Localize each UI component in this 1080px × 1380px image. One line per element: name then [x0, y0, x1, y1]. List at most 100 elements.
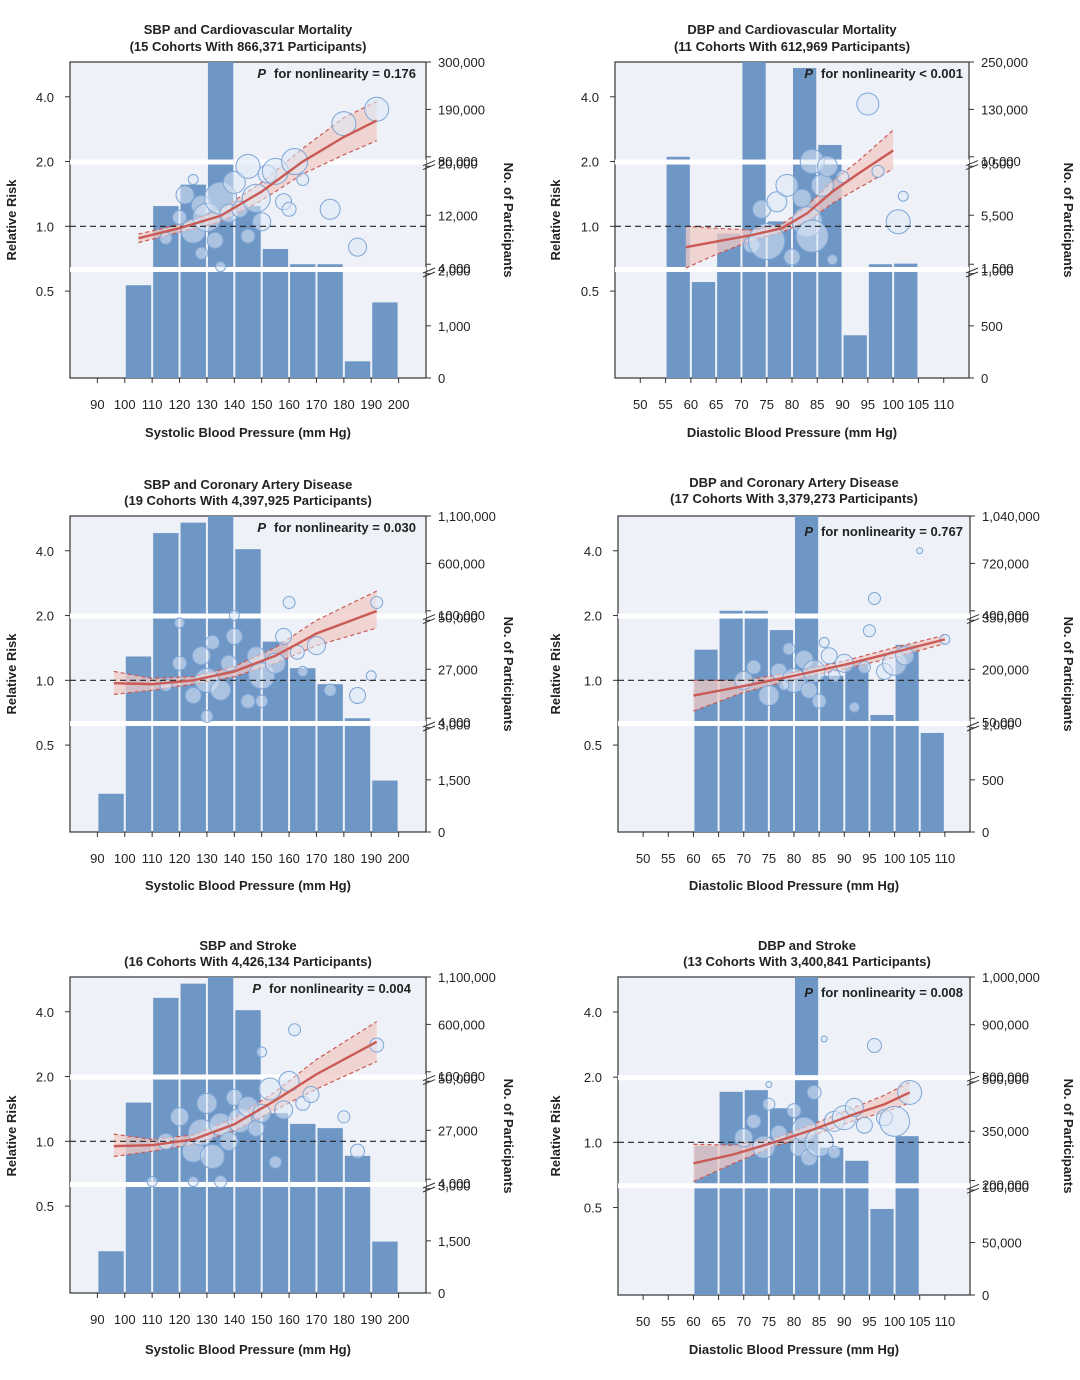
x-tick-label: 150 [251, 1312, 273, 1327]
x-tick-label: 75 [762, 851, 776, 866]
count-tick-label: 3,000 [438, 1179, 471, 1194]
panel-title: DBP and Stroke [758, 938, 856, 953]
count-tick-label: 500,000 [982, 1072, 1029, 1087]
cohort-bubble [866, 1038, 882, 1054]
axis-break-mark [422, 271, 436, 278]
x-tick-label: 200 [388, 851, 410, 866]
rr-tick-label: 0.5 [584, 1201, 602, 1216]
count-tick-label: 50,000 [982, 1236, 1022, 1251]
bar [895, 1136, 919, 1295]
rr-tick-label: 0.5 [36, 1199, 54, 1214]
axis-break-mark [965, 267, 979, 274]
bar [372, 1241, 398, 1293]
cohort-bubble [795, 219, 829, 253]
rr-tick-label: 4.0 [36, 1005, 54, 1020]
bar [372, 780, 398, 832]
x-tick-label: 90 [90, 1312, 104, 1327]
count-tick-label: 200,000 [982, 1178, 1029, 1193]
cohort-bubble [204, 634, 220, 650]
ci-upper-line [113, 1021, 378, 1141]
cohort-bubble [159, 678, 173, 692]
count-tick-label: 0 [982, 1288, 989, 1303]
relative-risk-ticks: 4.0 2.0 1.0 0.5 [36, 544, 70, 753]
relative-risk-ticks: 4.0 2.0 1.0 0.5 [581, 90, 615, 299]
cohort-bubble [228, 610, 240, 622]
bar [845, 662, 869, 832]
cohort-bubble [348, 237, 368, 257]
panel-title: DBP and Cardiovascular Mortality [687, 22, 897, 37]
x-ticks: 90 100 110 120 130 140 150 160 170 180 190 200 [90, 832, 409, 866]
x-tick-label: 160 [278, 851, 300, 866]
cohort-bubble [302, 1086, 320, 1104]
x-tick-label: 70 [736, 851, 750, 866]
cohort-bubble [349, 687, 367, 705]
risk-curve [693, 638, 946, 697]
relative-risk-ticks: 4.0 2.0 1.0 0.5 [36, 1005, 70, 1214]
count-tick-label: 4,000 [438, 261, 471, 276]
cohort-bubble [370, 595, 384, 609]
cohort-bubble [827, 669, 841, 683]
count-tick-label: 10,000 [981, 154, 1021, 169]
x-tick-label: 55 [658, 397, 672, 412]
y-axis-label-left: Relative Risk [4, 179, 19, 261]
rr-tick-label: 4.0 [36, 90, 54, 105]
bar [870, 1208, 894, 1295]
bar [868, 264, 893, 378]
count-tick-label: 600,000 [438, 1017, 485, 1032]
cohort-bubble [288, 1023, 302, 1037]
x-tick-label: 90 [837, 1314, 851, 1329]
y-axis-label-right: No. of Participants [501, 617, 516, 732]
cohort-bubble [187, 174, 199, 186]
cohort-bubble [783, 248, 801, 266]
cohort-bubble [734, 1128, 754, 1148]
cohort-bubble [256, 1046, 268, 1058]
x-tick-label: 170 [306, 851, 328, 866]
y-axis-label-left: Relative Risk [4, 1095, 19, 1177]
cohort-bubble [206, 231, 224, 249]
rr-tick-label: 4.0 [36, 544, 54, 559]
marks-layer [70, 62, 426, 378]
x-tick-label: 190 [360, 1312, 382, 1327]
count-tick-label: 1,100,000 [438, 509, 496, 524]
rr-tick-label: 2.0 [584, 609, 602, 624]
x-tick-label: 65 [711, 1314, 725, 1329]
x-tick-label: 110 [142, 1312, 163, 1327]
x-tick-label: 150 [251, 851, 273, 866]
x-tick-label: 110 [934, 851, 955, 866]
cohort-bubble [275, 627, 293, 645]
rr-tick-label: 1.0 [584, 1135, 602, 1150]
x-tick-label: 140 [223, 1312, 245, 1327]
cohort-bubble [820, 647, 838, 665]
cohort-bubble [762, 1097, 776, 1111]
cohort-bubble [758, 685, 780, 707]
cohort-bubble [778, 679, 790, 691]
x-tick-label: 70 [734, 397, 748, 412]
cohort-bubble [194, 246, 208, 260]
bar [317, 684, 343, 832]
x-tick-label: 120 [169, 397, 191, 412]
cohort-bubble [897, 190, 909, 202]
bar [235, 1010, 261, 1293]
panel-title: SBP and Stroke [199, 938, 296, 953]
cohort-bubble [319, 198, 341, 220]
cohort-bubble [184, 687, 202, 705]
count-tick-label: 1,000 [981, 264, 1014, 279]
axis-break-mark [422, 614, 436, 621]
count-tick-label: 500 [981, 319, 1003, 334]
cohort-bubble [867, 592, 881, 606]
cohort-bubble [848, 701, 860, 713]
rr-tick-label: 4.0 [584, 1005, 602, 1020]
bar [262, 1113, 289, 1293]
axis-break-mark [965, 271, 979, 278]
count-tick-label: 100,000 [982, 1180, 1029, 1195]
rr-tick-label: 0.5 [36, 738, 54, 753]
p-letter: P [257, 520, 266, 535]
cohort-bubble [268, 1155, 282, 1169]
bar [920, 732, 944, 832]
cohort-bubble [235, 153, 261, 179]
x-tick-label: 50 [633, 397, 647, 412]
bar [691, 282, 716, 378]
ci-upper-line [693, 1081, 910, 1146]
